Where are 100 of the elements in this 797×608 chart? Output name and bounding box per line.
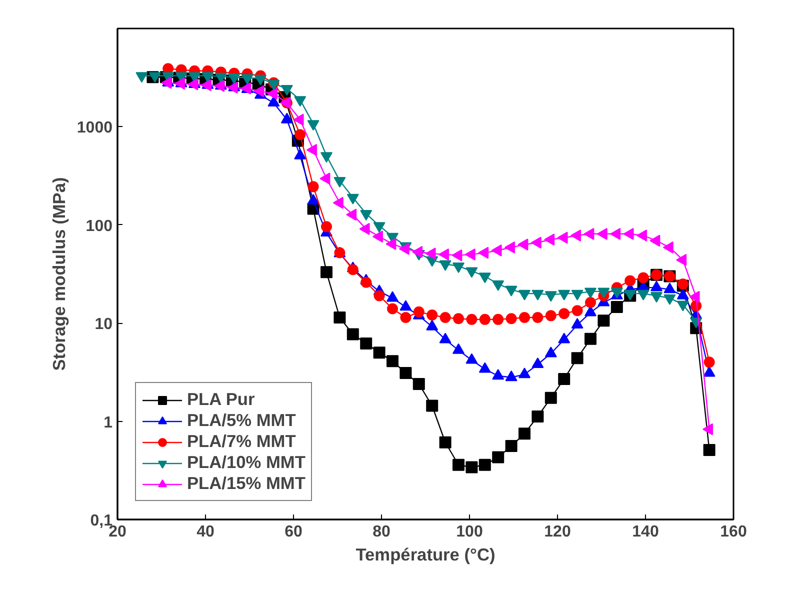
point [505, 370, 518, 382]
point [584, 228, 594, 240]
x-tick-label: 60 [284, 524, 302, 540]
y-tick-label: 1 [104, 414, 113, 432]
point [438, 248, 449, 260]
point [360, 276, 372, 288]
point [636, 229, 647, 242]
point [347, 264, 358, 276]
point [558, 332, 570, 344]
point [452, 249, 462, 262]
point [650, 234, 660, 247]
point [704, 356, 715, 368]
point [544, 392, 557, 404]
x-tick-label: 100 [456, 524, 483, 540]
point [491, 244, 502, 256]
point [624, 275, 636, 286]
point [558, 308, 570, 320]
point [346, 328, 359, 340]
legend-label: PLA/15% MMT [187, 473, 306, 494]
point [228, 73, 240, 84]
point [346, 208, 357, 221]
point [571, 352, 584, 364]
point [466, 314, 478, 325]
point [453, 313, 464, 324]
point [452, 458, 464, 471]
point [200, 79, 212, 92]
point [413, 306, 424, 318]
point [412, 246, 423, 258]
point [174, 78, 185, 90]
point [466, 461, 478, 474]
point [570, 229, 581, 242]
point [254, 74, 266, 86]
point [386, 238, 396, 250]
point [321, 221, 332, 232]
point [227, 82, 238, 94]
point [662, 241, 674, 254]
point [320, 172, 330, 185]
point [703, 444, 716, 456]
point [492, 451, 504, 464]
point [268, 80, 280, 90]
point [664, 282, 676, 294]
point [346, 194, 359, 204]
point [478, 246, 489, 259]
point [702, 423, 713, 436]
y-axis-title: Storage modulus (MPa) [48, 177, 69, 371]
x-tick-label: 80 [372, 524, 390, 540]
point [202, 72, 214, 83]
point [479, 314, 490, 325]
point [492, 314, 504, 325]
point [650, 280, 662, 292]
point [372, 230, 383, 243]
point [558, 372, 570, 385]
point [161, 76, 172, 89]
point [572, 305, 583, 316]
point [359, 222, 370, 235]
legend-label: PLA Pur [187, 389, 255, 410]
point [676, 254, 687, 266]
point [400, 300, 412, 311]
point [557, 232, 568, 244]
point [280, 84, 293, 96]
point [544, 234, 555, 246]
x-tick-label: 120 [544, 524, 571, 540]
point [294, 129, 306, 140]
point [545, 310, 556, 322]
point [426, 320, 438, 330]
point [241, 74, 254, 85]
point [518, 428, 530, 440]
point [307, 120, 320, 131]
point [623, 228, 634, 240]
point [439, 436, 452, 448]
legend-label: PLA/5% MMT [187, 410, 296, 431]
point [571, 318, 584, 329]
point [638, 272, 649, 284]
point [266, 88, 278, 100]
point [240, 82, 251, 94]
point [532, 410, 544, 422]
legend-label: PLA/10% MMT [187, 452, 306, 473]
point [439, 332, 452, 344]
point [306, 144, 317, 156]
point [478, 362, 491, 373]
x-tick-label: 40 [196, 524, 214, 540]
point [703, 366, 716, 377]
x-axis-title: Température (°C) [356, 544, 496, 564]
point [452, 343, 464, 354]
y-tick-label: 1000 [76, 120, 113, 137]
point [532, 358, 544, 368]
point [373, 346, 386, 359]
point [519, 312, 530, 323]
point [334, 312, 346, 324]
point [506, 313, 517, 324]
point [387, 303, 398, 314]
point [425, 248, 436, 260]
point [504, 241, 515, 254]
point [400, 312, 412, 323]
point [676, 288, 689, 300]
point [610, 300, 623, 313]
point [308, 181, 319, 192]
point [374, 290, 385, 302]
point [254, 85, 264, 98]
point [532, 312, 544, 323]
